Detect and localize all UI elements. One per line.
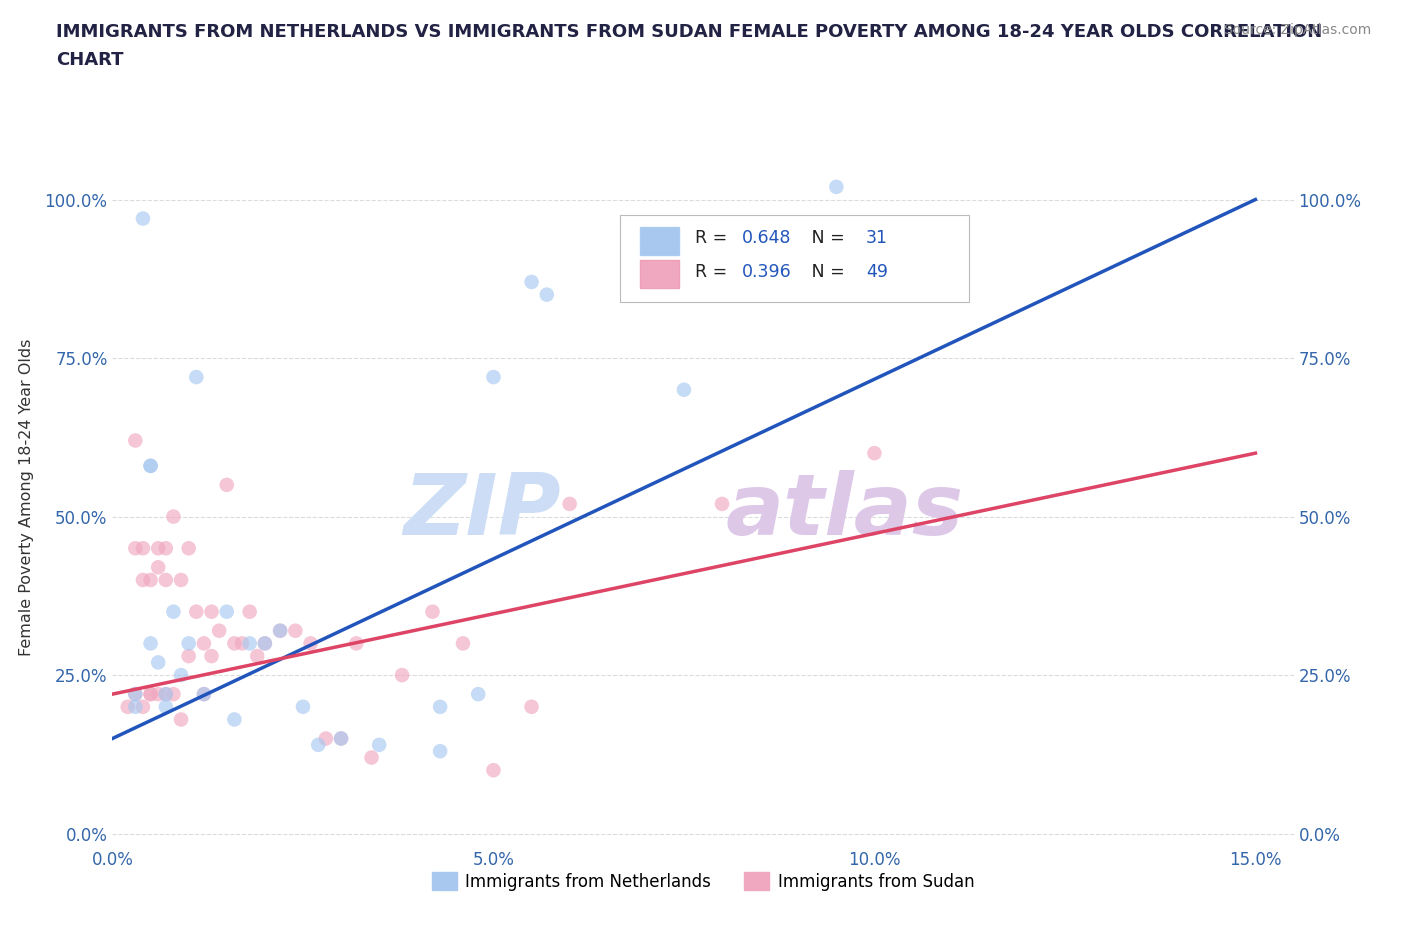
Point: [139, 458, 162, 473]
Text: 0.396: 0.396: [742, 262, 792, 281]
Point: [124, 686, 146, 701]
Point: [429, 699, 451, 714]
Point: [132, 541, 155, 556]
Point: [246, 648, 269, 663]
FancyBboxPatch shape: [620, 215, 969, 302]
Text: 31: 31: [866, 229, 889, 247]
Point: [155, 541, 177, 556]
Text: IMMIGRANTS FROM NETHERLANDS VS IMMIGRANTS FROM SUDAN FEMALE POVERTY AMONG 18-24 : IMMIGRANTS FROM NETHERLANDS VS IMMIGRANT…: [56, 23, 1323, 41]
Point: [186, 369, 208, 384]
Point: [139, 636, 162, 651]
Point: [139, 686, 162, 701]
Point: [148, 560, 170, 575]
Point: [148, 541, 170, 556]
Text: ZIP: ZIP: [404, 470, 561, 553]
Point: [215, 604, 238, 619]
Point: [124, 699, 146, 714]
Point: [422, 604, 444, 619]
Point: [162, 509, 184, 524]
Point: [177, 636, 200, 651]
Point: [139, 573, 162, 588]
Point: [117, 699, 139, 714]
Point: [291, 699, 314, 714]
Point: [170, 668, 193, 683]
Point: [307, 737, 329, 752]
Point: [200, 604, 222, 619]
Point: [239, 604, 262, 619]
Point: [284, 623, 307, 638]
Point: [162, 686, 184, 701]
Text: 49: 49: [866, 262, 889, 281]
Text: N =: N =: [796, 229, 851, 247]
Point: [139, 686, 162, 701]
Point: [132, 573, 155, 588]
Point: [177, 648, 200, 663]
Y-axis label: Female Poverty Among 18-24 Year Olds: Female Poverty Among 18-24 Year Olds: [18, 339, 34, 657]
Point: [429, 744, 451, 759]
Point: [231, 636, 253, 651]
Point: [186, 604, 208, 619]
Text: 0.648: 0.648: [742, 229, 792, 247]
Point: [344, 636, 367, 651]
Text: R =: R =: [695, 229, 733, 247]
Point: [451, 636, 474, 651]
Point: [224, 712, 246, 727]
Point: [177, 541, 200, 556]
Point: [155, 686, 177, 701]
Point: [558, 497, 581, 512]
Point: [132, 699, 155, 714]
Point: [148, 655, 170, 670]
Point: [299, 636, 322, 651]
Point: [672, 382, 695, 397]
Legend: Immigrants from Netherlands, Immigrants from Sudan: Immigrants from Netherlands, Immigrants …: [425, 866, 981, 897]
Point: [711, 497, 734, 512]
Point: [193, 686, 215, 701]
Point: [467, 686, 489, 701]
Text: atlas: atlas: [725, 470, 963, 553]
Point: [124, 686, 146, 701]
Point: [253, 636, 276, 651]
Point: [536, 287, 558, 302]
Point: [170, 573, 193, 588]
Point: [330, 731, 353, 746]
Point: [863, 445, 886, 460]
Point: [155, 699, 177, 714]
Point: [520, 699, 543, 714]
Text: CHART: CHART: [56, 51, 124, 69]
Point: [200, 648, 222, 663]
Text: R =: R =: [695, 262, 733, 281]
Point: [391, 668, 413, 683]
Point: [269, 623, 291, 638]
FancyBboxPatch shape: [640, 227, 679, 255]
Point: [162, 604, 184, 619]
Point: [239, 636, 262, 651]
Point: [224, 636, 246, 651]
Point: [360, 751, 382, 765]
Point: [193, 686, 215, 701]
Point: [215, 477, 238, 492]
Point: [269, 623, 291, 638]
FancyBboxPatch shape: [640, 260, 679, 288]
Point: [368, 737, 391, 752]
Point: [315, 731, 337, 746]
Point: [148, 686, 170, 701]
Point: [482, 763, 505, 777]
Point: [124, 433, 146, 448]
Point: [520, 274, 543, 289]
Point: [482, 369, 505, 384]
Text: Source: ZipAtlas.com: Source: ZipAtlas.com: [1223, 23, 1371, 37]
Text: N =: N =: [796, 262, 851, 281]
Point: [253, 636, 276, 651]
Point: [193, 636, 215, 651]
Point: [208, 623, 231, 638]
Point: [139, 458, 162, 473]
Point: [330, 731, 353, 746]
Point: [825, 179, 848, 194]
Point: [155, 686, 177, 701]
Point: [170, 712, 193, 727]
Point: [155, 573, 177, 588]
Point: [132, 211, 155, 226]
Point: [124, 541, 146, 556]
